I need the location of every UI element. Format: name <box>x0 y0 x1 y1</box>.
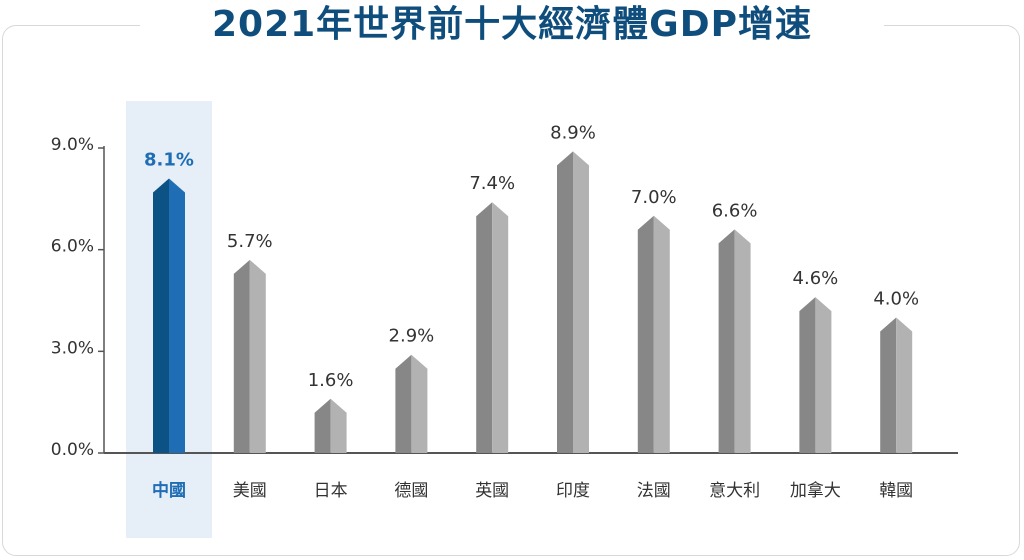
bar-left-face <box>395 354 412 453</box>
bar-right-face <box>492 202 509 453</box>
bar <box>637 215 670 453</box>
category-label: 印度 <box>556 481 590 501</box>
category-label: 加拿大 <box>790 480 841 501</box>
value-label: 1.6% <box>308 370 354 391</box>
category-label: 美國 <box>233 481 267 501</box>
bar-right-face <box>411 354 428 453</box>
bar-right-face <box>734 229 751 453</box>
bar-right-face <box>169 178 185 453</box>
value-label: 4.6% <box>793 268 839 289</box>
bar-left-face <box>718 229 735 453</box>
bar <box>395 354 428 453</box>
bar-left-face <box>233 259 250 453</box>
bar-right-face <box>330 398 347 453</box>
category-label: 英國 <box>475 481 509 501</box>
bar-right-face <box>653 215 670 453</box>
bar-left-face <box>637 215 654 453</box>
bar-left-face <box>799 297 816 453</box>
bar <box>880 317 913 453</box>
y-tick-label: 3.0% <box>51 338 94 358</box>
bar <box>233 259 266 453</box>
category-label: 日本 <box>314 481 348 501</box>
category-label: 德國 <box>394 481 428 501</box>
value-label: 7.4% <box>469 173 515 194</box>
value-label: 8.1% <box>144 150 194 171</box>
value-label: 6.6% <box>712 200 758 221</box>
bar-left-face <box>314 398 331 453</box>
bar-left-face <box>153 178 169 453</box>
bar-right-face <box>573 151 589 453</box>
y-tick-label: 0.0% <box>51 440 94 460</box>
bar <box>799 297 832 453</box>
value-label: 8.9% <box>550 122 596 143</box>
bar <box>153 178 185 453</box>
bar <box>476 202 509 453</box>
category-label: 韓國 <box>879 481 913 501</box>
bar-right-face <box>815 297 832 453</box>
bar-right-face <box>249 259 266 453</box>
bar-left-face <box>476 202 493 453</box>
y-tick-label: 9.0% <box>51 135 94 155</box>
category-label: 中國 <box>152 480 186 501</box>
category-label: 法國 <box>637 481 671 501</box>
bar <box>557 151 589 453</box>
y-tick-label: 6.0% <box>51 237 94 257</box>
category-label: 意大利 <box>709 481 760 501</box>
value-label: 7.0% <box>631 187 677 208</box>
bar <box>314 398 347 453</box>
chart-title: 2021年世界前十大經濟體GDP增速 <box>140 0 884 50</box>
bar-left-face <box>557 151 573 453</box>
value-label: 5.7% <box>227 231 273 252</box>
bar <box>718 229 751 453</box>
value-label: 4.0% <box>873 288 919 309</box>
bar-left-face <box>880 317 897 453</box>
value-label: 2.9% <box>389 326 435 347</box>
bar-right-face <box>896 317 913 453</box>
